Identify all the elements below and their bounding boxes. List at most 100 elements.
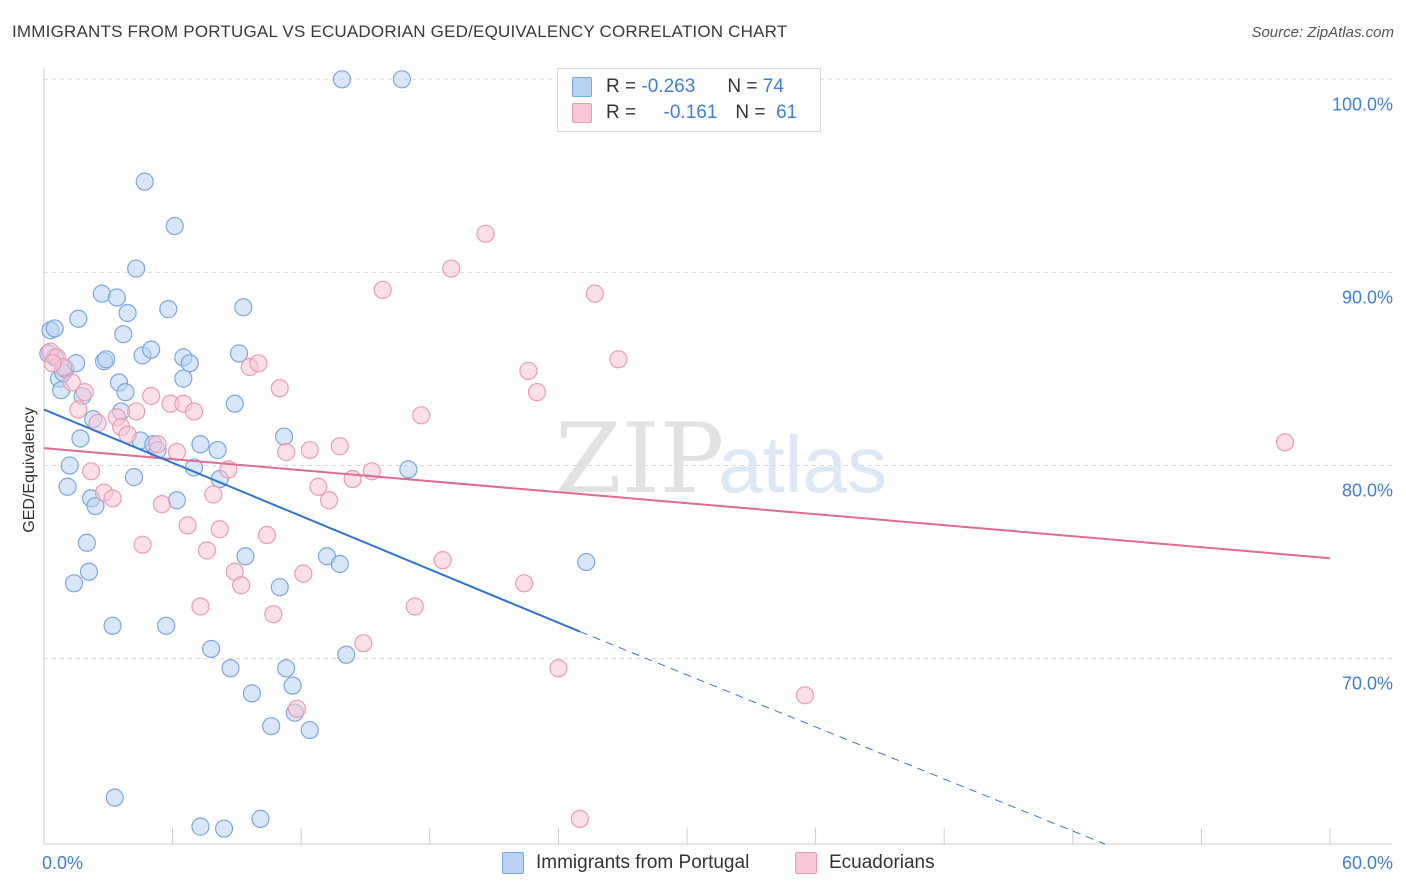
data-point	[118, 303, 137, 323]
y-tick-label: 80.0%	[1342, 481, 1393, 501]
data-point	[77, 533, 96, 552]
data-point	[197, 541, 216, 560]
data-point	[221, 659, 240, 678]
data-point	[114, 325, 133, 344]
data-point	[236, 547, 255, 566]
legend-label-portugal: Immigrants from Portugal	[536, 852, 750, 873]
data-point	[294, 564, 313, 583]
data-point	[204, 485, 223, 504]
data-point	[277, 659, 296, 678]
data-point	[148, 435, 167, 454]
data-point	[202, 639, 221, 659]
data-point	[214, 819, 234, 838]
correlation-legend: R = -0.263 N = 74 R = -0.161 N = 61	[557, 68, 821, 132]
y-tick-label: 70.0%	[1342, 674, 1393, 694]
data-point	[300, 720, 319, 740]
chart-title: IMMIGRANTS FROM PORTUGAL VS ECUADORIAN G…	[12, 22, 788, 41]
data-point	[249, 354, 268, 373]
legend-swatch-pink	[572, 103, 592, 123]
data-point	[165, 216, 184, 236]
trend-line-portugal	[43, 408, 581, 633]
data-point	[174, 369, 193, 388]
data-point	[135, 172, 154, 191]
data-point	[43, 354, 62, 373]
data-point	[71, 429, 90, 448]
watermark-zip: ZIP	[555, 403, 724, 515]
legend-r-label: R =	[606, 102, 637, 123]
data-point	[519, 361, 538, 380]
data-point	[399, 460, 418, 479]
data-point	[210, 520, 229, 539]
data-point	[1275, 433, 1295, 452]
legend-n-value: 74	[762, 76, 784, 97]
data-point	[433, 551, 452, 570]
y-tick-label: 90.0%	[1342, 287, 1393, 307]
y-axis-title: GED/Equivalency	[21, 407, 38, 532]
legend-swatch-pink	[795, 852, 817, 874]
data-point	[208, 440, 227, 460]
data-point	[277, 442, 296, 462]
data-point	[795, 686, 814, 705]
data-point	[92, 284, 111, 303]
data-point	[45, 319, 64, 338]
data-point	[549, 659, 568, 678]
trend-line-ecuadorians	[43, 447, 1331, 560]
data-point	[60, 456, 79, 475]
data-point	[133, 535, 152, 554]
data-point	[64, 574, 84, 593]
data-point	[585, 284, 604, 303]
data-point	[287, 699, 307, 718]
data-point	[79, 562, 99, 581]
data-point	[270, 578, 289, 597]
data-point	[191, 817, 210, 836]
data-point	[142, 386, 161, 406]
data-point	[180, 354, 199, 373]
series-ecuadorians	[41, 224, 1295, 828]
data-point	[107, 288, 126, 307]
legend-r-label: R =	[606, 76, 637, 97]
trend-lines	[43, 408, 1331, 845]
data-point	[103, 616, 122, 635]
legend-item-ecuadorians: Ecuadorians	[795, 852, 935, 874]
data-point	[105, 788, 124, 807]
legend-row-portugal: R = -0.263 N = 74	[572, 75, 784, 99]
legend-label-ecuadorians: Ecuadorians	[829, 852, 935, 873]
data-point	[167, 442, 186, 462]
data-point	[86, 496, 105, 516]
chart-source: Source: ZipAtlas.com	[1251, 24, 1394, 41]
data-point	[191, 597, 210, 616]
data-point	[242, 684, 262, 703]
data-point	[232, 576, 251, 595]
data-point	[570, 809, 589, 828]
legend-item-portugal: Immigrants from Portugal	[502, 852, 749, 874]
data-point	[309, 477, 328, 496]
data-point	[319, 491, 339, 510]
data-point	[75, 383, 94, 402]
legend-n-value: 61	[776, 102, 798, 123]
axes	[43, 68, 1392, 845]
data-point	[251, 809, 270, 828]
data-point	[274, 427, 294, 446]
data-point	[82, 462, 101, 481]
data-point	[262, 717, 281, 736]
data-point	[118, 425, 137, 444]
data-point	[178, 516, 197, 535]
legend-r-value: -0.161	[663, 102, 718, 123]
data-point	[354, 634, 373, 653]
data-point	[191, 435, 210, 454]
data-point	[332, 70, 352, 89]
data-point	[515, 574, 534, 593]
data-point	[300, 440, 319, 460]
data-point	[330, 554, 349, 574]
data-point	[58, 477, 77, 496]
data-point	[527, 383, 547, 402]
legend-row-ecuadorians: R = -0.161 N = 61	[572, 101, 797, 125]
data-point	[476, 224, 495, 243]
data-point	[62, 373, 81, 392]
data-point	[159, 300, 178, 319]
data-point	[373, 280, 392, 299]
data-point	[234, 298, 253, 317]
data-point	[124, 468, 144, 487]
data-point	[127, 402, 146, 421]
